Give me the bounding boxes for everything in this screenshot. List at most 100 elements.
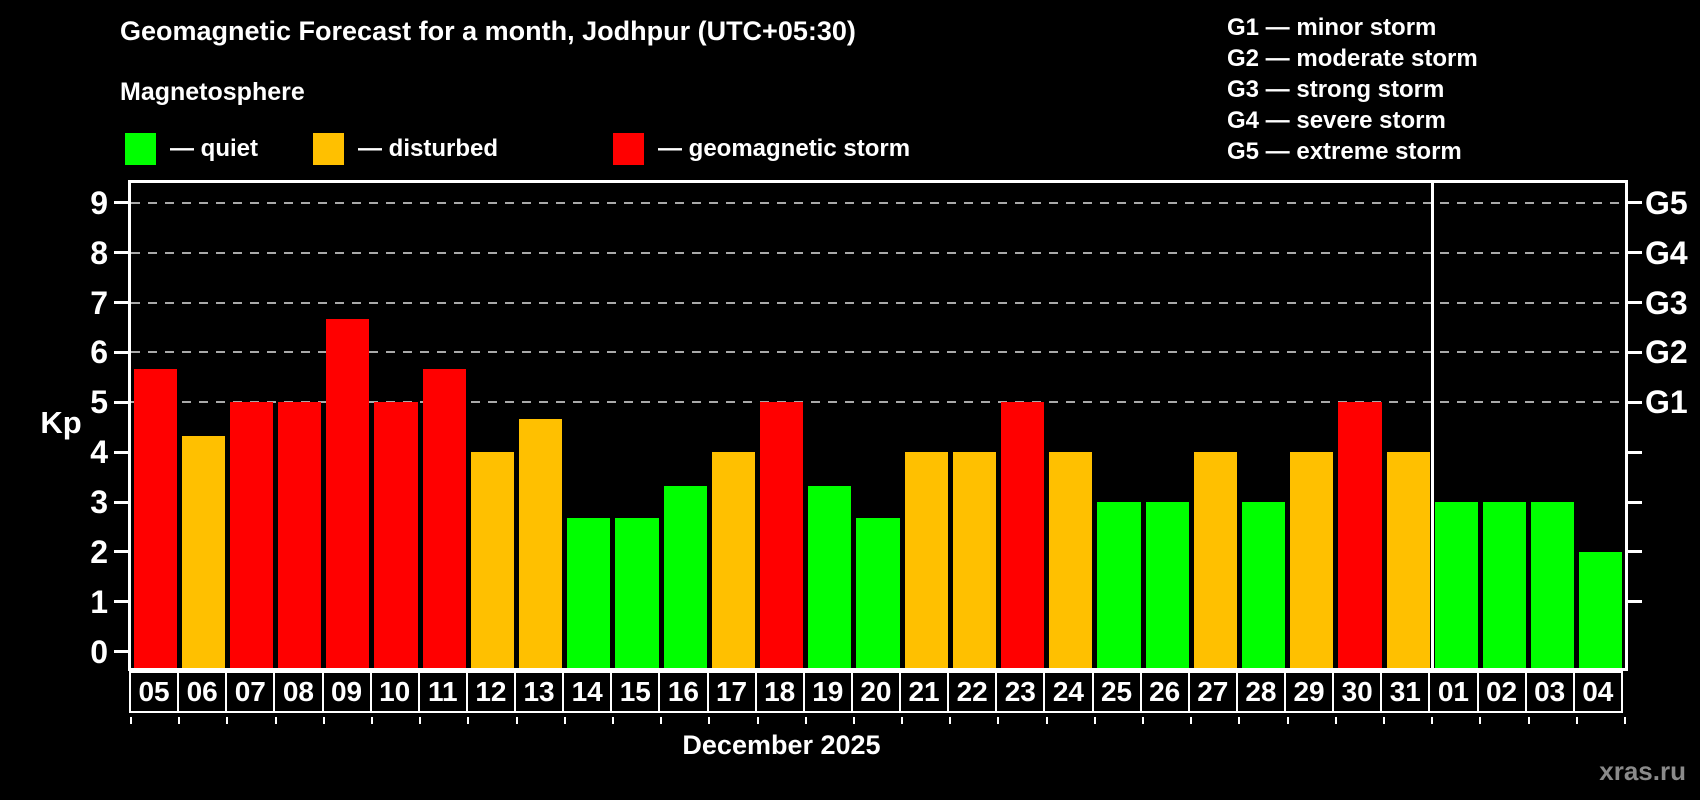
x-axis-month-label: December 2025: [682, 730, 881, 760]
g-legend-line-1: G1 — minor storm: [1227, 14, 1437, 41]
bar-day-09: [326, 319, 370, 668]
x-boundary-tick: [515, 717, 518, 724]
y-tick-label-0: 0: [90, 633, 108, 670]
right-tick-1: [1628, 600, 1642, 604]
day-label-09: 09: [321, 671, 372, 713]
y-tick-9: [114, 201, 128, 205]
x-boundary-tick: [1527, 717, 1530, 724]
day-label-16: 16: [658, 671, 709, 713]
day-label-25: 25: [1091, 671, 1142, 713]
right-tick-5: [1628, 400, 1642, 404]
legend-swatch-quiet-icon: [125, 133, 156, 165]
right-tick-7: [1628, 301, 1642, 305]
bar-day-26: [1145, 502, 1189, 668]
g-legend-line-2: G2 — moderate storm: [1227, 45, 1478, 72]
day-label-13: 13: [514, 671, 565, 713]
day-label-21: 21: [899, 671, 950, 713]
g-axis-label-G1: G1: [1645, 384, 1688, 421]
bar-day-25: [1097, 502, 1141, 668]
day-label-10: 10: [369, 671, 420, 713]
bar-day-23: [1000, 402, 1045, 668]
day-label-17: 17: [706, 671, 757, 713]
y-tick-label-1: 1: [90, 583, 108, 620]
bar-day-28: [1241, 502, 1286, 668]
day-label-23: 23: [995, 671, 1046, 713]
bar-day-07: [229, 402, 274, 668]
day-label-05: 05: [129, 671, 180, 713]
watermark: xras.ru: [1599, 756, 1686, 786]
y-tick-6: [114, 350, 128, 354]
bar-day-13: [519, 418, 563, 668]
day-label-03: 03: [1524, 671, 1575, 713]
x-boundary-tick: [756, 717, 759, 724]
day-label-22: 22: [947, 671, 998, 713]
right-tick-4: [1628, 450, 1642, 454]
day-label-07: 07: [225, 671, 276, 713]
gridline-kp-6: [131, 351, 1625, 354]
plot-area: 0 1 2 3 4 5 6 7 8 9 G5 G4 G3 G2 G1: [90, 180, 1688, 671]
y-tick-label-2: 2: [90, 533, 108, 570]
g-axis-label-G2: G2: [1645, 334, 1688, 371]
x-boundary-tick: [901, 717, 904, 724]
day-label-15: 15: [610, 671, 661, 713]
x-boundary-tick: [660, 717, 663, 724]
bar-day-24: [1049, 452, 1093, 668]
bar-day-30: [1338, 402, 1382, 668]
bar-day-19: [808, 485, 852, 668]
bar-day-22: [952, 452, 996, 668]
chart-subtitle: Magnetosphere: [120, 78, 305, 106]
day-label-19: 19: [802, 671, 853, 713]
g-legend-line-4: G4 — severe storm: [1227, 107, 1446, 134]
bar-day-01: [1434, 502, 1478, 668]
y-tick-label-9: 9: [90, 184, 108, 221]
x-boundary-tick: [1045, 717, 1048, 724]
day-label-14: 14: [562, 671, 613, 713]
x-boundary-tick: [1286, 717, 1289, 724]
bar-day-06: [181, 435, 225, 668]
x-boundary-tick: [322, 717, 325, 724]
x-boundary-tick: [1142, 717, 1145, 724]
legend-label-storm: — geomagnetic storm: [658, 135, 911, 162]
legend-item-quiet: — quiet: [125, 133, 258, 165]
y-tick-7: [114, 301, 128, 305]
day-label-04: 04: [1572, 671, 1623, 713]
y-tick-3: [114, 500, 128, 504]
day-label-02: 02: [1476, 671, 1527, 713]
y-tick-1: [114, 600, 128, 604]
g-axis-label-G4: G4: [1645, 234, 1688, 271]
x-boundary-tick: [1431, 717, 1434, 724]
y-tick-5: [114, 400, 128, 404]
right-tick-3: [1628, 500, 1642, 504]
y-tick-label-7: 7: [90, 284, 108, 321]
day-label-27: 27: [1187, 671, 1238, 713]
bar-day-27: [1193, 452, 1237, 668]
x-boundary-tick: [997, 717, 1000, 724]
day-label-08: 08: [273, 671, 324, 713]
bar-day-21: [904, 452, 948, 668]
gridline-kp-5: [131, 401, 1625, 404]
right-tick-6: [1628, 350, 1642, 354]
y-tick-8: [114, 251, 128, 255]
bar-day-29: [1290, 452, 1334, 668]
y-axis-title: Kp: [40, 405, 82, 440]
y-tick-label-4: 4: [90, 434, 108, 471]
legend-item-disturbed: — disturbed: [313, 133, 498, 165]
bar-day-11: [422, 368, 466, 668]
bar-day-16: [663, 485, 707, 668]
x-boundary-tick: [804, 717, 807, 724]
x-boundary-tick: [563, 717, 566, 724]
x-boundary-tick: [708, 717, 711, 724]
x-boundary-tick: [274, 717, 277, 724]
x-boundary-tick: [1575, 717, 1578, 724]
x-boundary-tick: [1479, 717, 1482, 724]
y-tick-label-3: 3: [90, 484, 108, 520]
day-label-18: 18: [754, 671, 805, 713]
x-boundary-tick: [130, 717, 132, 724]
right-tick-2: [1628, 550, 1642, 554]
bar-day-17: [711, 452, 755, 668]
g-axis-label-G5: G5: [1645, 184, 1688, 221]
bar-day-18: [760, 402, 804, 668]
month-divider: [1430, 183, 1434, 668]
bar-day-10: [374, 402, 418, 668]
